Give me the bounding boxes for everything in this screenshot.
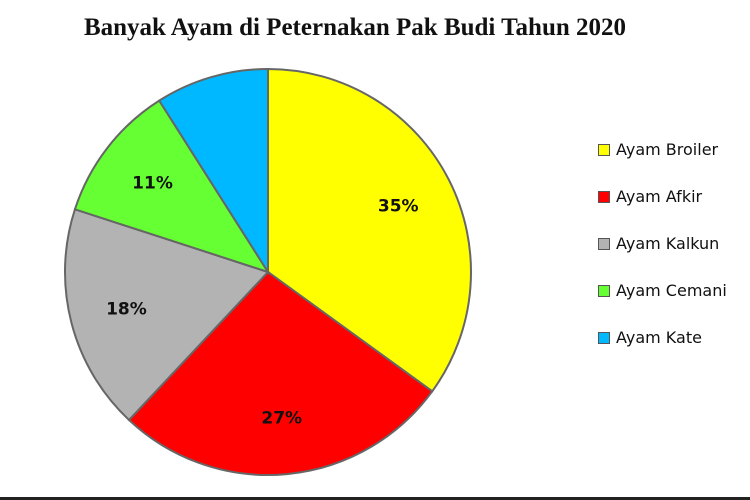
pie-slice-ayam-kate xyxy=(157,67,269,276)
legend-swatch xyxy=(598,284,610,297)
pie-slice-ayam-cemani xyxy=(73,99,271,274)
chart-title: Banyak Ayam di Peternakan Pak Budi Tahun… xyxy=(83,14,627,41)
data-label: 18% xyxy=(106,299,147,319)
legend-swatch xyxy=(598,143,610,156)
legend-label: Ayam Kalkun xyxy=(616,234,720,253)
legend-swatch xyxy=(598,331,610,344)
legend-item-ayam-kate: Ayam Kate xyxy=(598,314,727,361)
legend-label: Ayam Cemani xyxy=(616,281,727,300)
legend-label: Ayam Broiler xyxy=(616,140,719,159)
data-label: 11% xyxy=(132,173,173,193)
legend-label: Ayam Afkir xyxy=(616,187,703,206)
pie-slice-ayam-kalkun xyxy=(64,208,270,422)
data-label: 27% xyxy=(261,409,302,429)
pie-slice-ayam-broiler xyxy=(267,67,472,393)
legend: Ayam Broiler Ayam Afkir Ayam Kalkun Ayam… xyxy=(598,126,727,361)
data-label: 35% xyxy=(378,197,419,217)
legend-item-ayam-cemani: Ayam Cemani xyxy=(598,267,727,314)
bottom-border xyxy=(0,497,750,500)
legend-item-ayam-broiler: Ayam Broiler xyxy=(598,126,727,173)
legend-swatch xyxy=(598,237,610,250)
legend-item-ayam-kalkun: Ayam Kalkun xyxy=(598,220,727,267)
pie-slice-ayam-afkir xyxy=(127,270,434,476)
legend-label: Ayam Kate xyxy=(616,328,702,347)
legend-swatch xyxy=(598,190,610,203)
legend-item-ayam-afkir: Ayam Afkir xyxy=(598,173,727,220)
